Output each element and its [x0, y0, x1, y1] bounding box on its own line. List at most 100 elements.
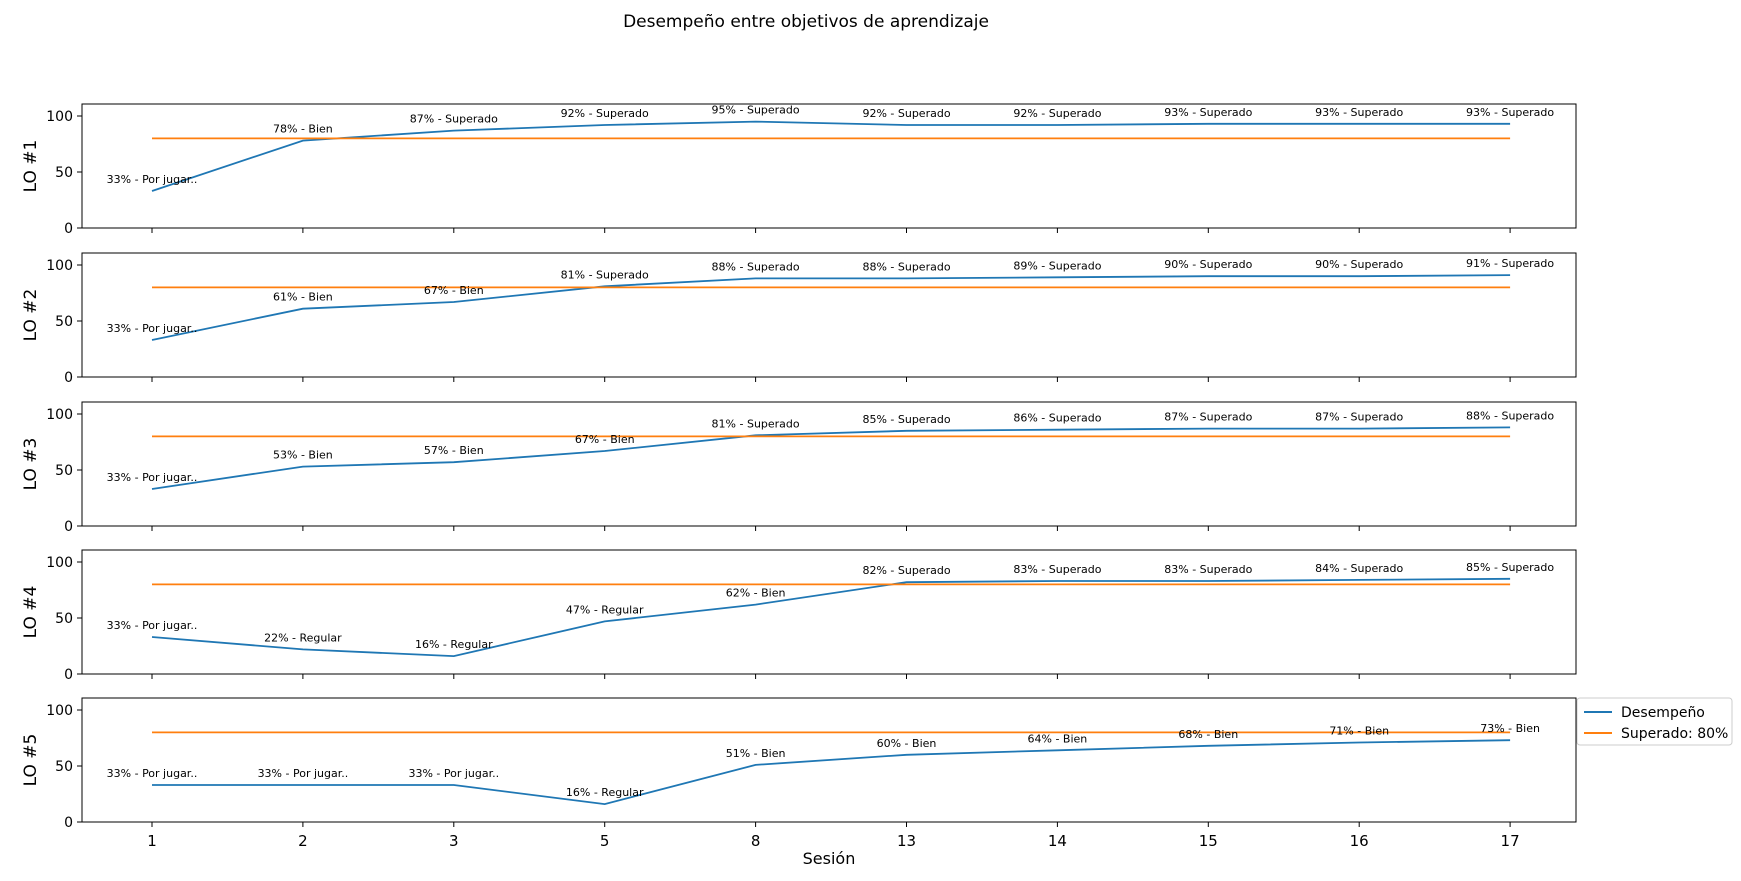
- x-tick-label: 16: [1350, 832, 1369, 850]
- x-tick-label: 17: [1501, 832, 1520, 850]
- y-tick-label: 0: [64, 221, 73, 237]
- y-axis-label: LO #1: [21, 140, 41, 193]
- data-label: 93% - Superado: [1315, 106, 1403, 119]
- data-label: 87% - Superado: [410, 113, 498, 126]
- x-tick-label: 8: [751, 832, 761, 850]
- subplot-lo-5: 0 50 100 1 2 3 5 8 13 14 15 16 17 LO #5 33% - Por juga…: [21, 697, 1577, 850]
- data-label: 51% - Bien: [726, 747, 786, 760]
- data-label: 92% - Superado: [1013, 107, 1101, 120]
- subplot-lo-1: 0 50 100 LO #1 33% - Por jugar.. 78% - Bien 87…: [21, 103, 1577, 237]
- data-label: 78% - Bien: [273, 123, 333, 136]
- data-label: 92% - Superado: [561, 107, 649, 120]
- data-label: 86% - Superado: [1013, 412, 1101, 425]
- axes-frame: [81, 697, 1577, 823]
- axes-frame: [81, 252, 1577, 378]
- data-label: 33% - Por jugar..: [107, 173, 198, 186]
- x-tick-label: 3: [449, 832, 459, 850]
- data-label: 92% - Superado: [862, 107, 950, 120]
- subplot-lo-4: 0 50 100 LO #4 33% - Por jugar.. 22% - Regula…: [21, 549, 1577, 683]
- data-label: 47% - Regular: [566, 603, 644, 616]
- data-label: 71% - Bien: [1329, 724, 1389, 737]
- y-tick-label: 50: [55, 463, 73, 479]
- data-label: 33% - Por jugar..: [408, 767, 499, 780]
- data-label: 22% - Regular: [264, 631, 342, 644]
- data-label: 33% - Por jugar..: [107, 471, 198, 484]
- data-label: 87% - Superado: [1164, 411, 1252, 424]
- performance-line: [151, 120, 1511, 192]
- data-label: 95% - Superado: [712, 104, 800, 117]
- data-label: 33% - Por jugar..: [258, 767, 349, 780]
- y-axis-label: LO #4: [21, 586, 41, 639]
- axes-frame: [81, 549, 1577, 675]
- performance-line: [151, 274, 1511, 341]
- data-label: 89% - Superado: [1013, 259, 1101, 272]
- y-tick-label: 0: [64, 519, 73, 535]
- performance-line: [152, 739, 1511, 806]
- data-label: 84% - Superado: [1315, 562, 1403, 575]
- data-label: 33% - Por jugar..: [107, 322, 198, 335]
- x-tick-label: 2: [298, 832, 308, 850]
- data-label: 82% - Superado: [862, 564, 950, 577]
- data-label: 62% - Bien: [726, 587, 786, 600]
- data-label: 16% - Regular: [415, 638, 493, 651]
- legend-label: Desempeño: [1621, 705, 1705, 721]
- legend: Desempeño Superado: 80%: [1576, 697, 1733, 746]
- data-label: 16% - Regular: [566, 786, 644, 799]
- y-tick-label: 100: [46, 407, 73, 423]
- data-label: 64% - Bien: [1028, 732, 1088, 745]
- x-tick-label: 14: [1048, 832, 1067, 850]
- axes-frame: [81, 103, 1577, 229]
- y-tick-label: 100: [46, 109, 73, 125]
- x-tick-label: 15: [1199, 832, 1218, 850]
- data-label: 88% - Superado: [712, 260, 800, 273]
- data-label: 93% - Superado: [1164, 106, 1252, 119]
- data-label: 85% - Superado: [1466, 561, 1554, 574]
- data-label: 57% - Bien: [424, 444, 484, 457]
- y-tick-label: 0: [64, 667, 73, 683]
- y-tick-label: 50: [55, 165, 73, 181]
- data-label: 93% - Superado: [1466, 106, 1554, 119]
- data-label: 61% - Bien: [273, 291, 333, 304]
- y-tick-label: 100: [46, 703, 73, 719]
- y-tick-label: 100: [46, 555, 73, 571]
- performance-line: [151, 426, 1511, 490]
- data-label: 81% - Superado: [712, 417, 800, 430]
- data-label: 88% - Superado: [862, 260, 950, 273]
- y-axis-label: LO #3: [21, 438, 41, 491]
- data-label: 67% - Bien: [424, 284, 484, 297]
- data-label: 91% - Superado: [1466, 257, 1554, 270]
- data-label: 68% - Bien: [1178, 728, 1238, 741]
- y-tick-label: 100: [46, 258, 73, 274]
- data-label: 83% - Superado: [1164, 563, 1252, 576]
- data-label: 67% - Bien: [575, 433, 635, 446]
- data-label: 87% - Superado: [1315, 411, 1403, 424]
- subplot-lo-3: 0 50 100 LO #3 33% - Por jugar.. 53% - Bien 57…: [21, 401, 1577, 535]
- performance-line: [151, 577, 1511, 658]
- data-label: 33% - Por jugar..: [107, 619, 198, 632]
- chart-title: Desempeño entre objetivos de aprendizaje: [623, 12, 989, 32]
- x-axis-label: Sesión: [803, 849, 856, 868]
- y-axis-label: LO #5: [21, 734, 41, 787]
- y-axis-label: LO #2: [21, 289, 41, 342]
- y-tick-label: 50: [55, 314, 73, 330]
- subplot-lo-2: 0 50 100 LO #2 33% - Por jugar.. 61% - Bien 67…: [21, 252, 1577, 386]
- data-label: 85% - Superado: [862, 413, 950, 426]
- y-tick-label: 0: [64, 370, 73, 386]
- x-tick-label: 1: [147, 832, 157, 850]
- data-label: 53% - Bien: [273, 449, 333, 462]
- data-label: 88% - Superado: [1466, 409, 1554, 422]
- data-label: 60% - Bien: [877, 737, 937, 750]
- y-tick-label: 50: [55, 759, 73, 775]
- x-tick-label: 5: [600, 832, 610, 850]
- data-label: 33% - Por jugar..: [107, 767, 198, 780]
- legend-box: [1576, 697, 1733, 746]
- legend-label: Superado: 80%: [1621, 726, 1728, 742]
- y-tick-label: 0: [64, 815, 73, 831]
- data-label: 90% - Superado: [1164, 258, 1252, 271]
- data-label: 90% - Superado: [1315, 258, 1403, 271]
- x-tick-label: 13: [897, 832, 916, 850]
- data-label: 73% - Bien: [1480, 722, 1540, 735]
- y-tick-label: 50: [55, 611, 73, 627]
